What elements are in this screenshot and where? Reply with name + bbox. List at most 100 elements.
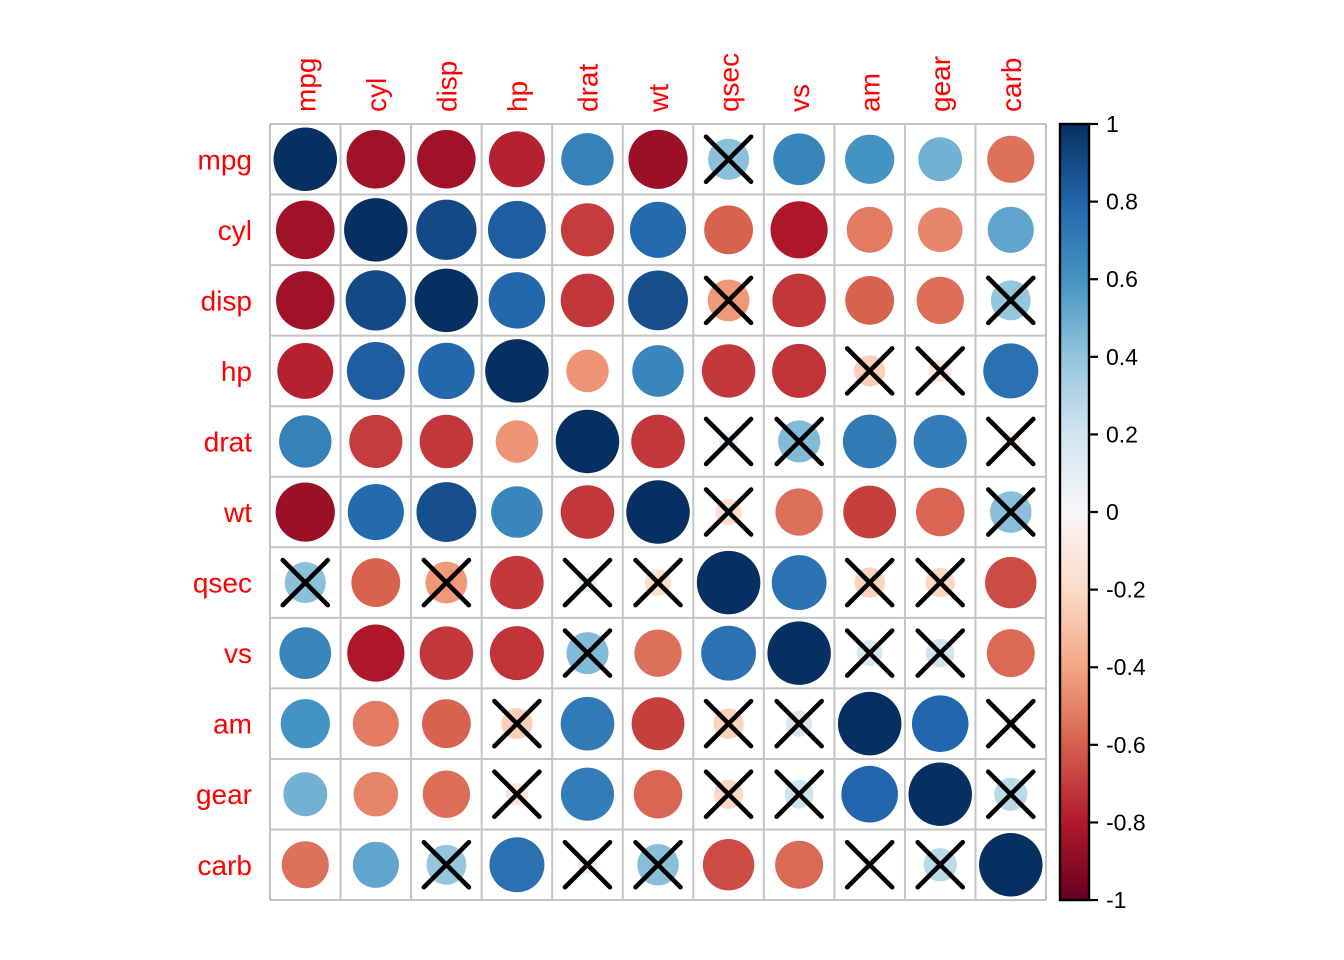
corr-circle-gear-drat — [560, 767, 615, 821]
corr-circle-am-gear — [911, 695, 969, 752]
corr-circle-disp-am — [845, 275, 895, 325]
insignificance-cross-am-hp — [492, 698, 542, 749]
insignificance-cross-carb-disp — [421, 839, 472, 890]
corr-circle-vs-vs — [767, 621, 831, 685]
row-label-hp: hp — [221, 356, 252, 387]
corr-circle-am-cyl — [352, 700, 399, 747]
corr-circle-hp-drat — [566, 349, 609, 393]
colorbar-tick-label-0.4: 0.4 — [1106, 344, 1138, 370]
corr-circle-drat-wt — [631, 414, 685, 469]
corr-circle-vs-disp — [419, 626, 474, 680]
corr-circle-hp-vs — [772, 343, 827, 398]
corr-circle-cyl-carb — [987, 206, 1034, 253]
col-label-vs: vs — [784, 84, 815, 112]
corr-circle-vs-hp — [489, 626, 544, 681]
corr-circle-qsec-hp — [490, 555, 544, 610]
insignificance-cross-hp-am — [844, 346, 895, 396]
corr-circle-gear-cyl — [353, 771, 399, 817]
corr-circle-wt-cyl — [347, 483, 404, 541]
corr-circle-carb-mpg — [281, 841, 329, 889]
corr-circle-drat-disp — [419, 414, 474, 469]
corr-circle-wt-wt — [626, 480, 690, 544]
col-label-qsec: qsec — [714, 53, 745, 112]
colorbar-tick-label-0.2: 0.2 — [1106, 421, 1138, 447]
insignificance-cross-carb-am — [844, 839, 895, 890]
row-label-disp: disp — [201, 285, 252, 316]
insignificance-cross-carb-drat — [562, 839, 613, 890]
corr-circle-carb-qsec — [702, 839, 755, 891]
corr-circle-hp-cyl — [346, 341, 405, 400]
row-label-mpg: mpg — [198, 144, 252, 175]
corr-circle-mpg-carb — [987, 135, 1035, 183]
corr-circle-wt-drat — [560, 485, 615, 539]
corr-circle-vs-qsec — [701, 625, 756, 681]
corr-circle-qsec-cyl — [351, 558, 401, 607]
col-label-cyl: cyl — [361, 78, 392, 112]
colorbar-tick-label--0.6: -0.6 — [1106, 732, 1146, 758]
row-label-am: am — [213, 709, 252, 740]
insignificance-cross-qsec-drat — [562, 557, 613, 608]
corr-circle-drat-mpg — [279, 415, 332, 468]
corr-circle-gear-am — [841, 765, 898, 823]
corr-circle-mpg-vs — [773, 133, 825, 186]
corr-circle-wt-am — [843, 485, 897, 539]
corr-circle-am-disp — [421, 699, 471, 749]
corr-circle-am-drat — [560, 696, 615, 751]
insignificance-cross-qsec-disp — [421, 557, 472, 608]
corr-circle-cyl-am — [846, 206, 893, 253]
corr-circle-disp-gear — [916, 276, 964, 325]
insignificance-cross-drat-qsec — [703, 416, 754, 467]
corr-circle-drat-drat — [555, 409, 620, 474]
col-label-hp: hp — [502, 81, 533, 112]
corr-circle-disp-cyl — [345, 270, 406, 331]
row-label-carb: carb — [198, 850, 252, 881]
corr-circle-mpg-gear — [918, 137, 963, 182]
col-label-disp: disp — [431, 61, 462, 112]
corr-circle-wt-mpg — [275, 482, 335, 542]
corr-circle-mpg-hp — [488, 131, 545, 188]
corr-circle-hp-qsec — [701, 344, 756, 398]
corr-circle-carb-cyl — [352, 841, 399, 888]
corr-circle-gear-gear — [908, 762, 972, 826]
corr-circle-qsec-vs — [771, 555, 827, 610]
corr-circle-gear-wt — [633, 769, 683, 819]
colorbar-tick-label--0.8: -0.8 — [1106, 809, 1146, 835]
corr-circle-disp-disp — [414, 268, 479, 333]
corr-circle-cyl-cyl — [344, 198, 408, 262]
corr-circle-am-am — [837, 691, 902, 756]
insignificance-cross-gear-carb — [985, 769, 1036, 820]
corr-circle-cyl-mpg — [275, 200, 335, 260]
col-label-wt: wt — [643, 84, 674, 113]
corr-circle-mpg-mpg — [273, 127, 338, 192]
corr-circle-am-wt — [631, 697, 685, 751]
insignificance-cross-am-carb — [985, 698, 1036, 749]
insignificance-cross-vs-drat — [562, 628, 613, 678]
insignificance-cross-wt-qsec — [703, 487, 754, 537]
corr-circle-vs-mpg — [279, 627, 332, 679]
corr-circle-disp-vs — [772, 273, 826, 328]
corr-circle-carb-vs — [775, 840, 824, 889]
corr-circle-wt-hp — [491, 486, 543, 538]
corr-circle-disp-drat — [560, 273, 615, 328]
insignificance-cross-gear-vs — [774, 769, 824, 820]
corr-circle-drat-cyl — [349, 414, 403, 469]
corr-circle-vs-carb — [986, 629, 1035, 678]
col-label-gear: gear — [925, 56, 956, 112]
corr-circle-carb-carb — [979, 833, 1043, 897]
corr-circle-vs-cyl — [347, 624, 405, 682]
insignificance-cross-vs-am — [844, 628, 895, 678]
corr-circle-cyl-hp — [487, 200, 546, 259]
insignificance-cross-carb-wt — [633, 839, 683, 890]
insignificance-cross-gear-qsec — [703, 769, 754, 820]
colorbar-tick-label--0.4: -0.4 — [1106, 654, 1146, 680]
corr-circle-hp-wt — [632, 345, 684, 397]
corr-circle-wt-disp — [416, 482, 477, 542]
corr-circle-disp-wt — [628, 270, 688, 331]
colorbar-tick-label-0.6: 0.6 — [1106, 266, 1138, 292]
insignificance-cross-vs-gear — [915, 628, 966, 678]
col-label-drat: drat — [572, 64, 603, 112]
insignificance-cross-am-vs — [774, 698, 824, 749]
corr-circle-mpg-wt — [628, 129, 688, 189]
